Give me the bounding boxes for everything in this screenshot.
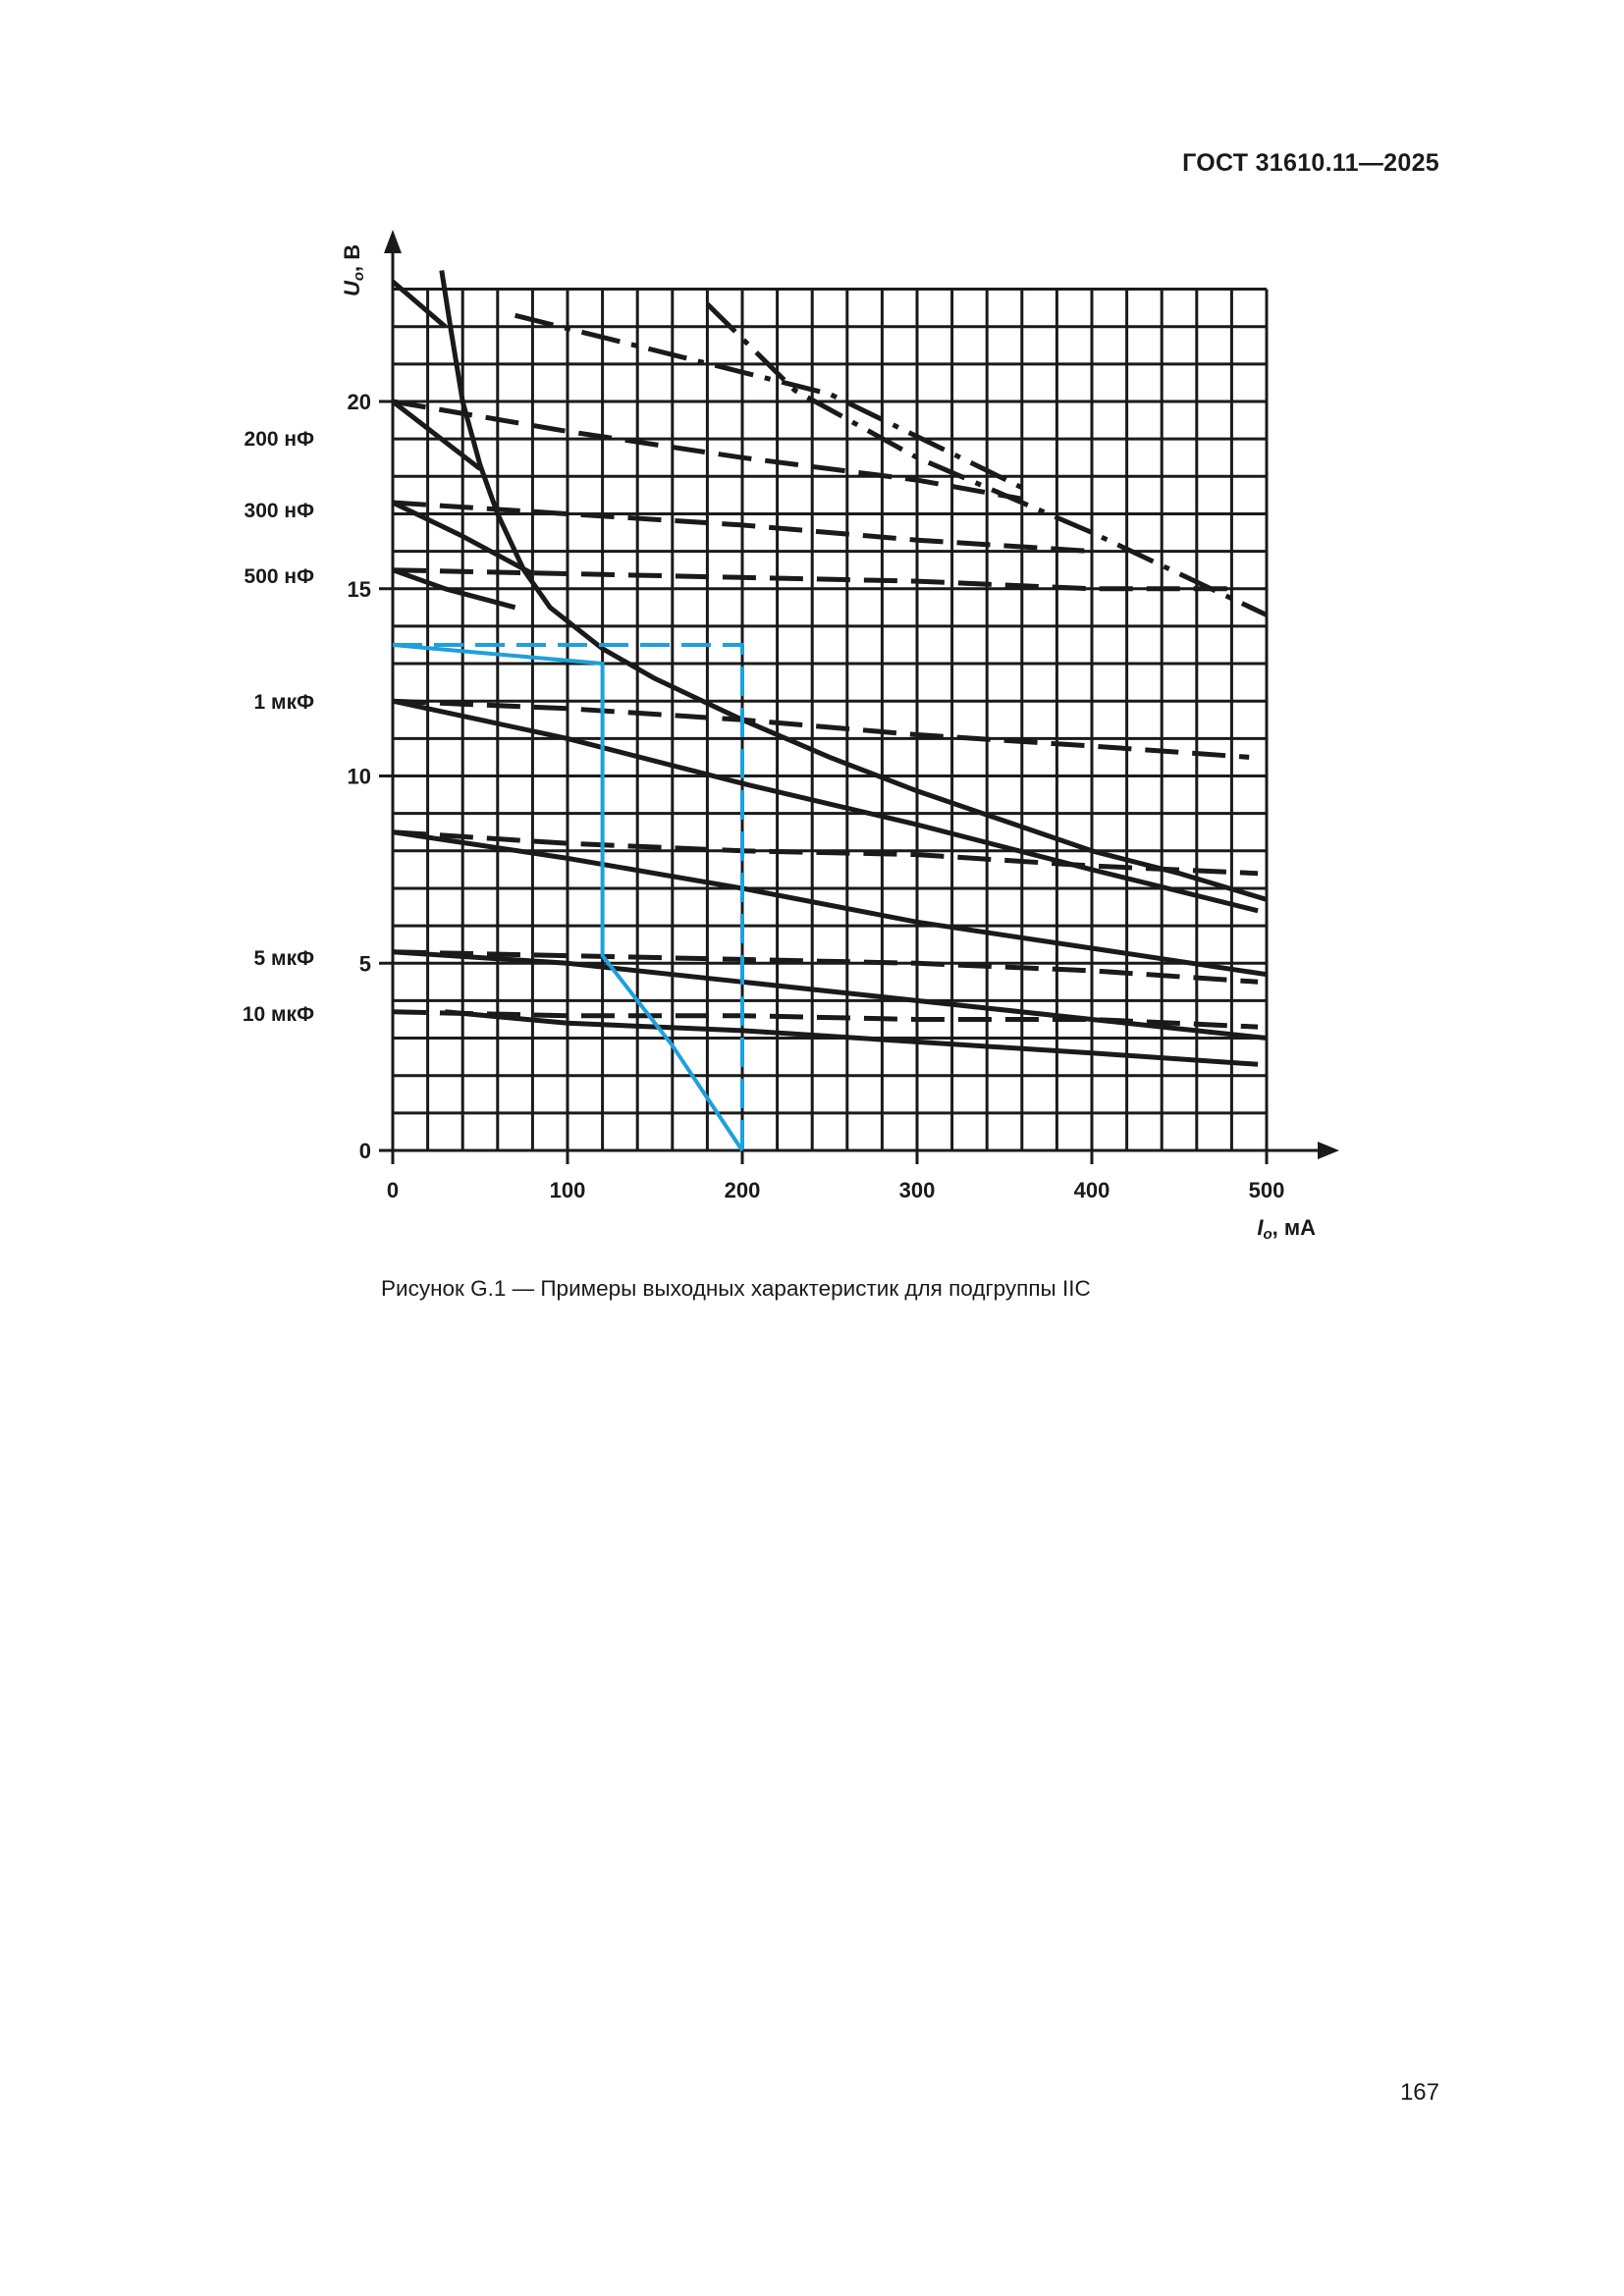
series-line: 10 мкФ dashed — [392, 1009, 1259, 1030]
output-characteristics-chart: Ignition limit curve (resistive)Dash-dot… — [243, 230, 1339, 1243]
series-line: 200 нФ solid (20 V) — [391, 400, 482, 471]
series-line: Dash-dot upper limit A — [514, 312, 1023, 490]
y-axis-label: Uo, В — [340, 244, 367, 296]
series-line: 1 мкФ solid — [392, 698, 1259, 914]
y-axis-arrow-icon — [384, 230, 402, 253]
y-tick-label: 10 — [348, 765, 371, 789]
series-line: 200 нФ dashed — [392, 399, 1023, 502]
x-axis-arrow-icon — [1318, 1142, 1339, 1159]
series-line: 200 нФ solid — [391, 280, 448, 329]
series-line: 10 мкФ solid — [445, 1009, 1259, 1067]
chart-axes — [379, 230, 1339, 1164]
x-axis-label: Io, мА — [1257, 1215, 1316, 1243]
series-line: 300 нФ dashed — [392, 500, 1093, 555]
x-tick-label: 300 — [899, 1178, 936, 1202]
capacitance-label: 5 мкФ — [254, 947, 315, 970]
y-tick-label: 5 — [359, 951, 371, 976]
x-tick-label: 400 — [1074, 1178, 1110, 1202]
x-tick-label: 500 — [1249, 1178, 1285, 1202]
chart-labels: 0 100 200 300 400 500 0 5 10 15 20 Io, мА Uo, В 200 н… — [243, 244, 1316, 1243]
x-tick-label: 0 — [387, 1178, 399, 1202]
capacitance-label: 200 нФ — [244, 428, 315, 451]
series-line: 300 нФ solid — [391, 500, 534, 576]
capacitance-label: 500 нФ — [244, 565, 315, 588]
page-number: 167 — [1399, 2079, 1439, 2106]
chart-series: Ignition limit curve (resistive)Dash-dot… — [391, 270, 1269, 1152]
series-line: Ignition limit curve (resistive) — [439, 270, 1268, 902]
series-line: Example characteristic (solid) — [392, 643, 744, 1152]
y-tick-label: 15 — [348, 577, 371, 602]
series-line: 5 мкФ solid — [392, 949, 1268, 1041]
capacitance-label: 1 мкФ — [254, 691, 315, 714]
series-line: 500 нФ dashed — [392, 567, 1232, 592]
y-tick-label: 20 — [348, 390, 371, 414]
series-line: 5 мкФ dashed — [392, 949, 1259, 985]
series-line: Example rectangular limit (dashed) — [393, 643, 744, 1150]
series-line: Intermediate dashed (8.5 V) — [392, 829, 1259, 877]
document-header: ГОСТ 31610.11—2025 — [1182, 149, 1439, 177]
series-line: 500 нФ solid — [392, 567, 516, 611]
figure-caption: Рисунок G.1 — Примеры выходных характери… — [381, 1276, 1091, 1301]
series-line: 1 мкФ dashed — [392, 698, 1250, 760]
capacitance-label: 10 мкФ — [243, 1003, 314, 1026]
x-tick-label: 100 — [550, 1178, 586, 1202]
x-tick-label: 200 — [725, 1178, 761, 1202]
series-line: Dash-dot upper limit B — [705, 302, 1269, 617]
y-tick-label: 0 — [359, 1139, 371, 1163]
capacitance-label: 300 нФ — [244, 500, 315, 522]
series-line: Intermediate solid (8.5 V) — [392, 829, 1268, 978]
